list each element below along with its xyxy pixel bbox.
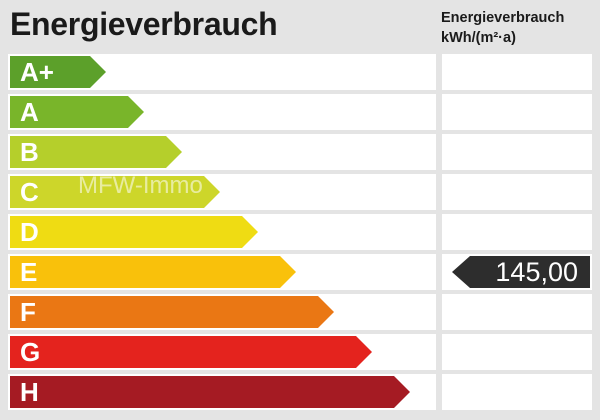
value-cell	[442, 174, 592, 210]
class-bar-b: B	[10, 136, 182, 168]
class-label: G	[20, 337, 41, 367]
consumption-value: 145,00	[495, 257, 578, 287]
class-label: F	[20, 297, 36, 327]
class-label: E	[20, 257, 38, 287]
energy-class-row: A+	[8, 54, 592, 90]
class-label: C	[20, 177, 39, 207]
value-cell	[442, 294, 592, 330]
value-column-header: Energieverbrauch kWh/(m²·a)	[441, 8, 564, 48]
class-bar-g: G	[10, 336, 372, 368]
energy-class-row: A	[8, 94, 592, 130]
value-cell	[442, 94, 592, 130]
class-label: A	[20, 97, 39, 127]
class-label: B	[20, 137, 39, 167]
class-bar-a-plus: A+	[10, 56, 106, 88]
value-cell	[442, 334, 592, 370]
energy-class-row: F	[8, 294, 592, 330]
energy-class-row: D	[8, 214, 592, 250]
class-bar-f: F	[10, 296, 334, 328]
class-bar-h: H	[10, 376, 410, 408]
class-label: A+	[20, 57, 54, 87]
class-label: H	[20, 377, 39, 407]
class-bar-a: A	[10, 96, 144, 128]
energy-class-row: C	[8, 174, 592, 210]
value-column-unit: kWh/(m²·a)	[441, 30, 516, 46]
value-column-title: Energieverbrauch	[441, 10, 565, 26]
class-bar-d: D	[10, 216, 258, 248]
energy-class-row: B	[8, 134, 592, 170]
class-bar-c: C	[10, 176, 220, 208]
energy-class-row: G	[8, 334, 592, 370]
page-title: Energieverbrauch	[10, 6, 278, 42]
class-bar-e: E	[10, 256, 296, 288]
class-label: D	[20, 217, 39, 247]
value-cell	[442, 214, 592, 250]
energy-class-row: H	[8, 374, 592, 410]
value-cell	[442, 134, 592, 170]
consumption-value-marker: 145,00	[452, 256, 590, 288]
value-cell	[442, 54, 592, 90]
value-cell	[442, 374, 592, 410]
energy-class-row: E 145,00	[8, 254, 592, 290]
